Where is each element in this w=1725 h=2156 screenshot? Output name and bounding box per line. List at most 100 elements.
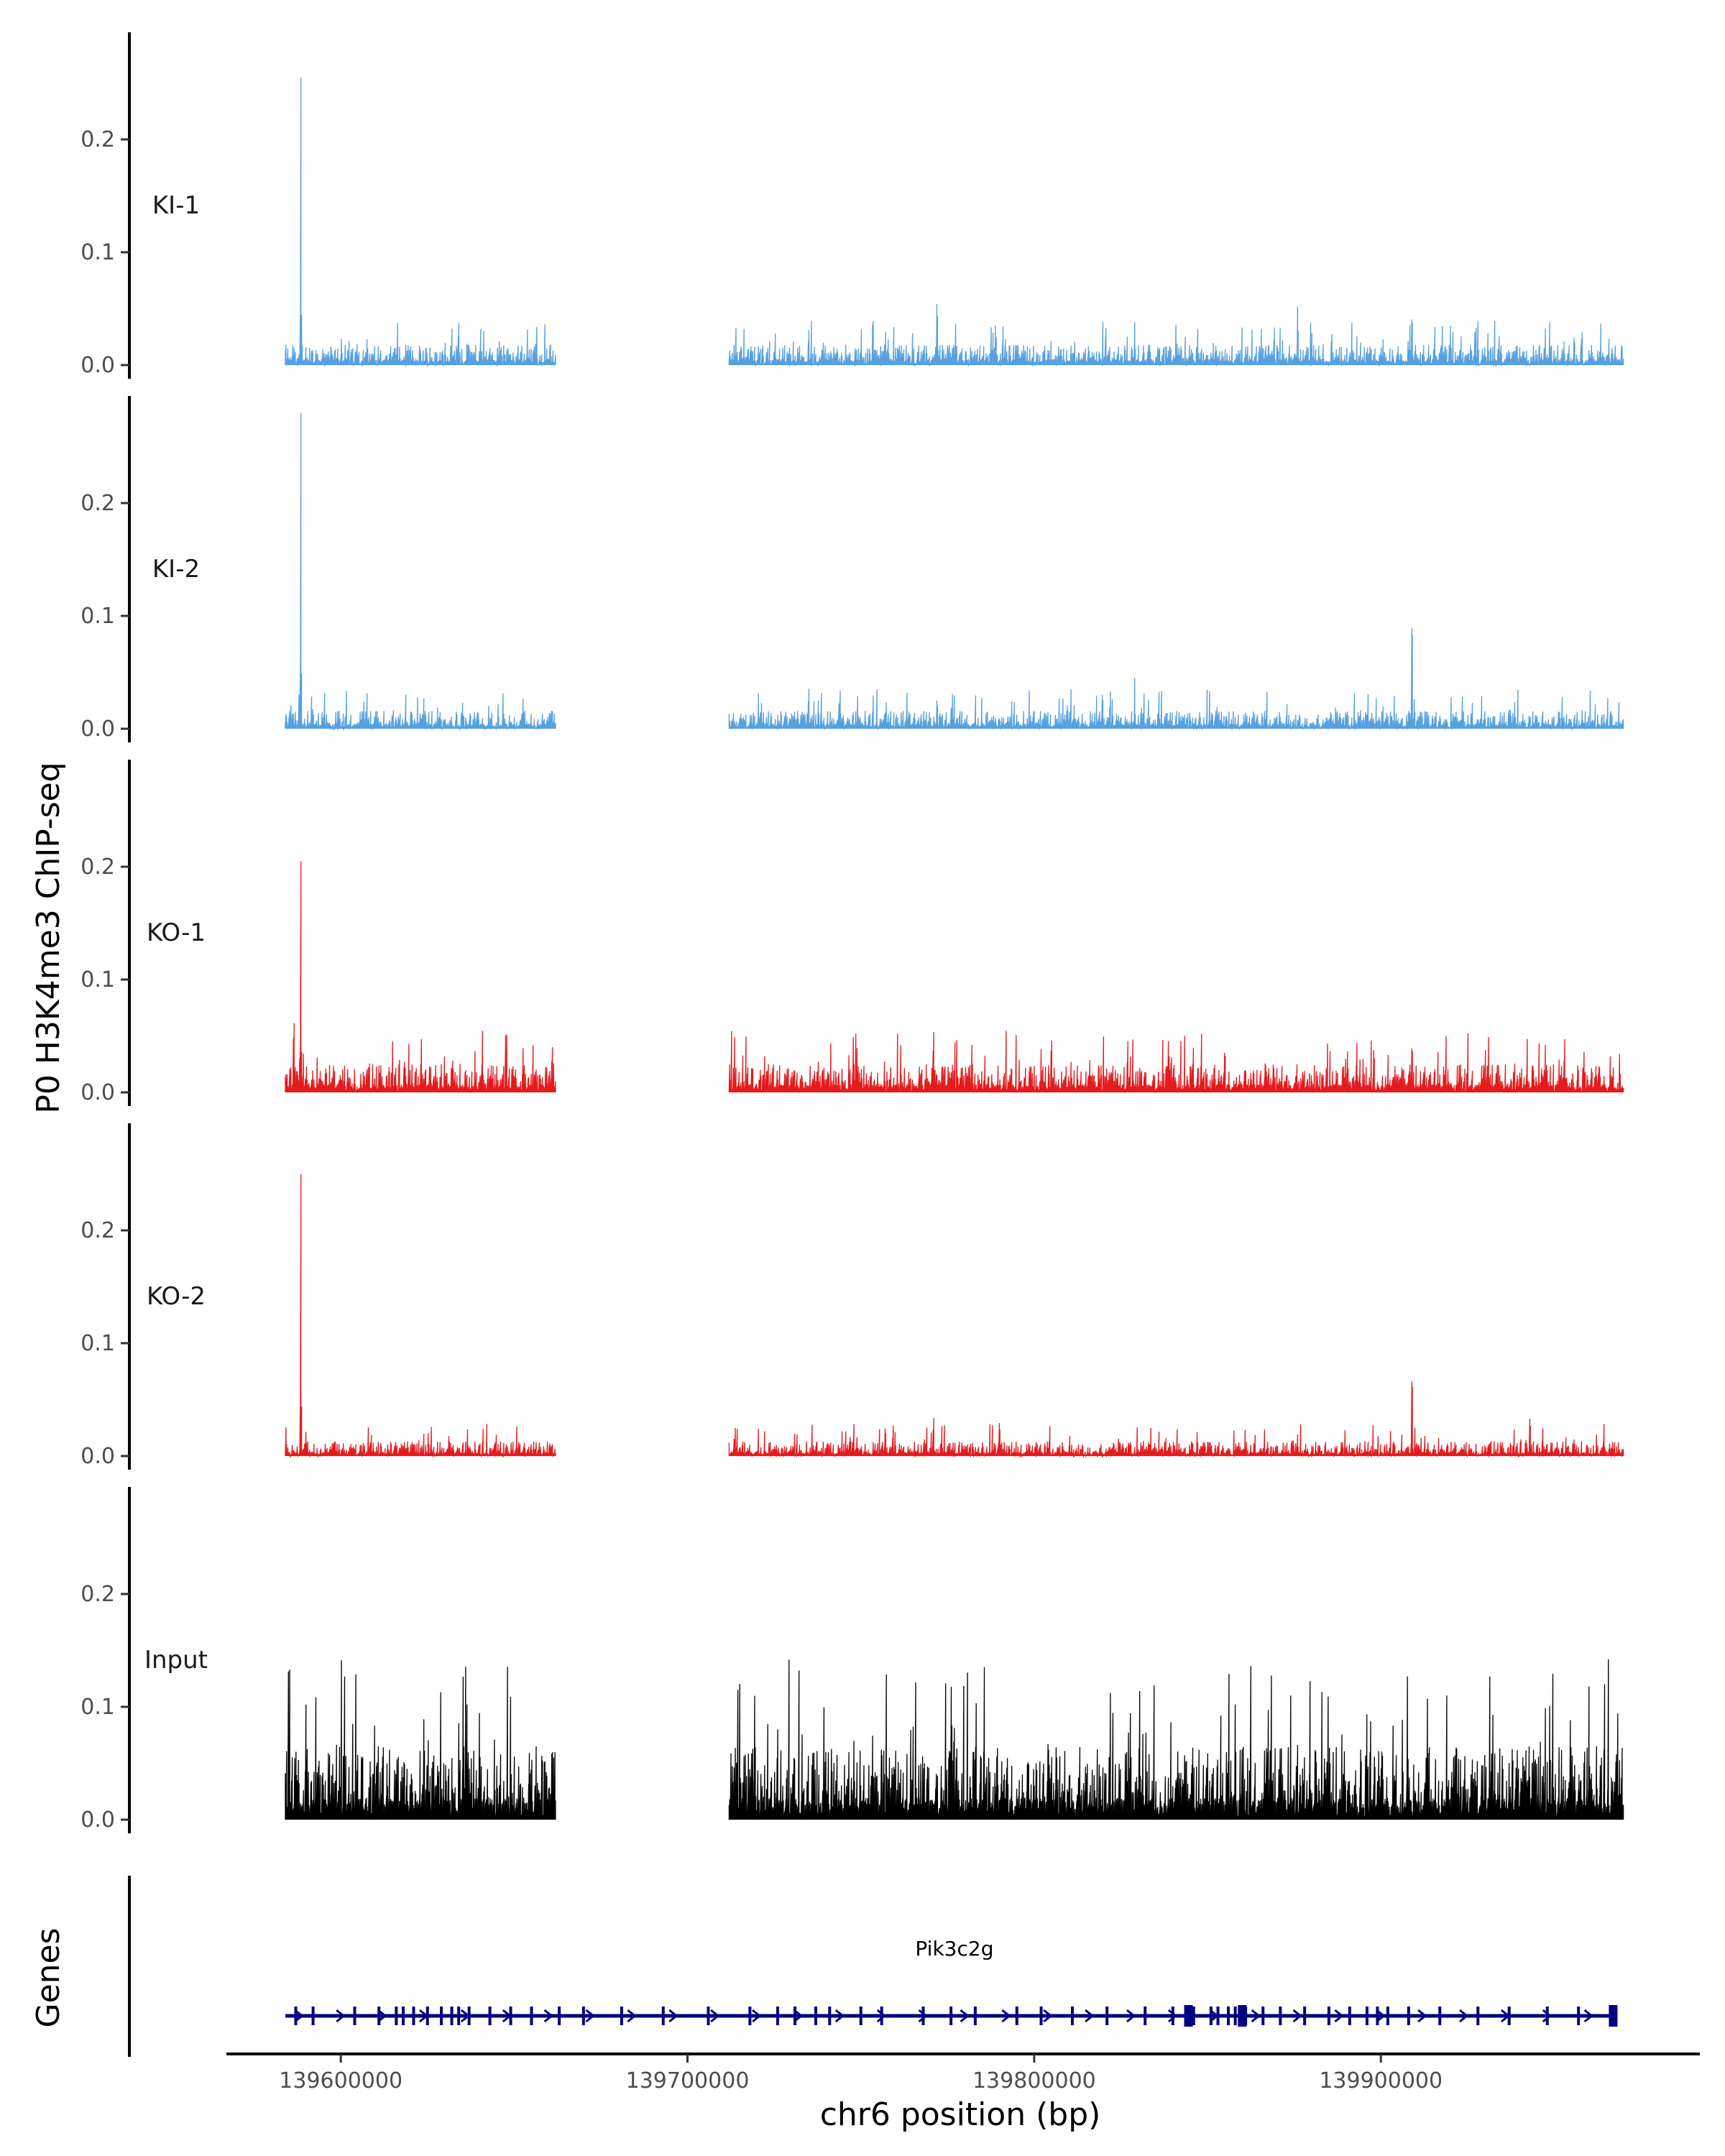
exon [1261, 2007, 1265, 2025]
strand-arrow [1542, 2009, 1552, 2023]
track-ko-2: 0.0 0.1 0.2 KO-2 [80, 1123, 1624, 1470]
exon [828, 2007, 832, 2025]
track-ko-1: 0.0 0.1 0.2 KO-1 [80, 760, 1624, 1106]
strand-arrow [1001, 2009, 1011, 2023]
x-tick-label: 139800000 [972, 2068, 1096, 2093]
signal-ko-1 [285, 861, 1624, 1093]
exon [1015, 2007, 1018, 2025]
strand-arrow [336, 2009, 346, 2023]
exon [509, 2007, 512, 2025]
exon [402, 2007, 405, 2025]
exon-large [1609, 2005, 1618, 2027]
strand-arrow [1251, 2009, 1261, 2023]
signal-ki-1 [285, 77, 1624, 367]
tracks-group: 0.00.10.2KI-10.00.10.2KI-20.00.10.2KO-10… [80, 32, 1624, 1833]
exon [1070, 2007, 1074, 2025]
strand-arrow [960, 2009, 970, 2023]
strand-arrow [1292, 2009, 1302, 2023]
exon [1386, 2007, 1389, 2025]
exon [1545, 2007, 1549, 2025]
signal-ki-2 [285, 413, 1624, 731]
x-tick-label: 139900000 [1319, 2068, 1443, 2093]
exon [1407, 2007, 1410, 2025]
strand-arrow [294, 2009, 304, 2023]
strand-arrow [1417, 2009, 1427, 2023]
exon [457, 2007, 461, 2025]
x-axis-title: chr6 position (bp) [820, 2096, 1101, 2133]
strand-arrow [793, 2009, 804, 2023]
exon [1192, 2007, 1195, 2025]
exon [1476, 2007, 1480, 2025]
exon [921, 2007, 925, 2025]
x-tick-label: 139600000 [279, 2068, 402, 2093]
exon [294, 2007, 298, 2025]
exon [440, 2007, 443, 2025]
track-label: Input [144, 1646, 208, 1674]
strand-arrow [585, 2009, 595, 2023]
y-tick-label: 0.2 [80, 127, 115, 152]
signal-input [285, 1659, 1624, 1820]
strand-arrow [834, 2009, 845, 2023]
exon [353, 2007, 356, 2025]
exon [1233, 2007, 1237, 2025]
exon [412, 2007, 415, 2025]
exon [814, 2007, 817, 2025]
exon [1171, 2007, 1174, 2025]
strand-arrow [1583, 2009, 1594, 2023]
exon [1438, 2007, 1442, 2025]
exon [1507, 2007, 1511, 2025]
exon [1348, 2007, 1351, 2025]
exon [1365, 2007, 1368, 2025]
strand-arrow [1043, 2009, 1053, 2023]
strand-arrow [668, 2009, 678, 2023]
y-tick-label: 0.0 [80, 1444, 115, 1469]
exon [620, 2007, 623, 2025]
strand-arrow [1459, 2009, 1469, 2023]
exon [748, 2007, 752, 2025]
track-label: KO-2 [147, 1282, 206, 1311]
exon [794, 2007, 797, 2025]
strand-arrow [543, 2009, 553, 2023]
track-input: 0.0 0.1 0.2 Input [80, 1487, 1624, 1833]
exon [426, 2007, 429, 2025]
exon [1105, 2007, 1109, 2025]
strand-arrow [1167, 2009, 1178, 2023]
exon [488, 2007, 492, 2025]
track-label: KI-2 [152, 555, 200, 584]
exon [1376, 2007, 1379, 2025]
exon [707, 2007, 710, 2025]
exon [1279, 2007, 1282, 2025]
strand-arrow [752, 2009, 762, 2023]
strand-arrow [627, 2009, 637, 2023]
gene-label: Pik3c2g [915, 1937, 993, 1961]
exon [1209, 2007, 1213, 2025]
signal-ko-2 [285, 1174, 1624, 1458]
y-tick-label: 0.1 [80, 1331, 115, 1356]
genes-axis-title: Genes [30, 1927, 67, 2027]
y-axis-title: P0 H3K4me3 ChIP-seq [30, 762, 67, 1113]
exon [558, 2007, 561, 2025]
y-tick-label: 0.2 [80, 491, 115, 516]
exon [450, 2007, 454, 2025]
exon [880, 2007, 883, 2025]
exon-large [1184, 2005, 1193, 2027]
exon [661, 2007, 665, 2025]
y-tick-label: 0.0 [80, 717, 115, 742]
y-tick-label: 0.2 [80, 854, 115, 880]
exon [311, 2007, 315, 2025]
exon [1303, 2007, 1307, 2025]
y-tick-label: 0.0 [80, 1080, 115, 1105]
exon [776, 2007, 779, 2025]
exon-large [1238, 2005, 1247, 2027]
exon [530, 2007, 533, 2025]
strand-arrow [918, 2009, 928, 2023]
strand-arrow [1085, 2009, 1095, 2023]
y-tick-label: 0.1 [80, 604, 115, 629]
x-axis: 139600000 139700000 139800000 139900000 [226, 2053, 1700, 2093]
exon [395, 2007, 398, 2025]
y-tick-label: 0.1 [80, 1695, 115, 1720]
y-tick-label: 0.0 [80, 353, 115, 378]
x-tick-label: 139700000 [626, 2068, 750, 2093]
exon [1327, 2007, 1330, 2025]
